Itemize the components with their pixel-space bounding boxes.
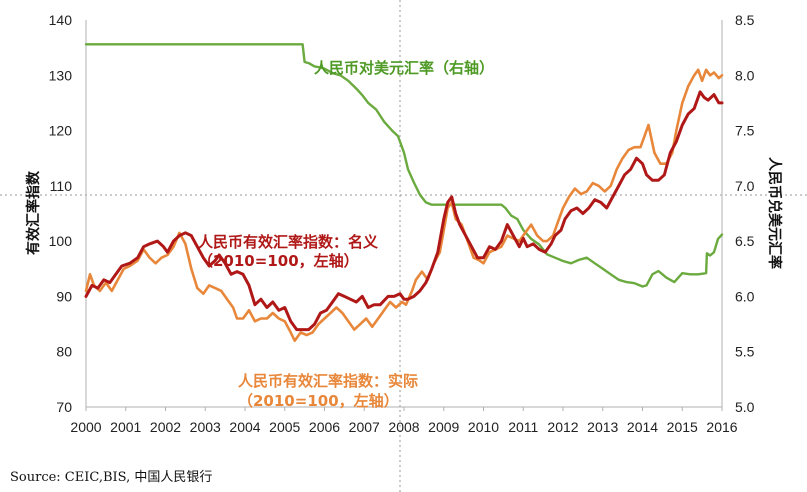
x-tick-label: 2006 <box>309 419 340 435</box>
x-tick-label: 2002 <box>150 419 181 435</box>
y-left-tick-label: 70 <box>56 399 72 415</box>
x-tick-label: 2015 <box>667 419 698 435</box>
y-left-tick-label: 120 <box>49 123 73 139</box>
x-tick-label: 2010 <box>468 419 499 435</box>
y-right-tick-label: 7.0 <box>735 178 755 194</box>
annotation-real-line1: 人民币有效汇率指数：实际 <box>238 372 418 390</box>
y-right-axis-title: 人民币兑美元汇率 <box>766 157 783 269</box>
y-left-axis-title: 有效汇率指数 <box>25 170 42 255</box>
y-left-tick-label: 110 <box>50 178 73 194</box>
annotation-nominal-line2: （2010=100，左轴） <box>198 252 359 270</box>
y-left-tick-label: 100 <box>49 233 73 249</box>
x-tick-label: 2016 <box>706 419 737 435</box>
x-tick-label: 2008 <box>388 419 419 435</box>
x-tick-label: 2014 <box>627 419 658 435</box>
y-left-tick-label: 80 <box>56 344 72 360</box>
series-lines <box>84 43 724 342</box>
y-right-tick-label: 5.5 <box>735 344 755 360</box>
y-left-tick-label: 90 <box>56 288 72 304</box>
series-line-nominal <box>84 90 724 332</box>
x-tick-label: 2001 <box>110 419 141 435</box>
x-tick-label: 2005 <box>269 419 300 435</box>
source-note: Source: CEIC,BIS, 中国人民银行 <box>10 470 213 485</box>
tick-labels: 70 80 90 100 110 120 130 140 5.0 5.5 6.0 6.5 7.0 7.5 8… <box>49 12 755 435</box>
annotation-cny-usd: 人民币对美元汇率（右轴） <box>314 59 494 77</box>
y-right-tick-label: 6.0 <box>735 288 755 304</box>
x-tick-label: 2013 <box>587 419 618 435</box>
series-line-cny_usd <box>84 43 724 288</box>
x-tick-label: 2011 <box>508 419 538 435</box>
x-tick-label: 2000 <box>70 419 101 435</box>
x-tick-label: 2007 <box>349 419 380 435</box>
x-tick-label: 2009 <box>428 419 459 435</box>
annotation-real-line2: （2010=100，左轴） <box>238 392 399 410</box>
series-line-real <box>84 68 724 342</box>
y-right-tick-label: 6.5 <box>735 233 755 249</box>
y-left-tick-label: 140 <box>49 12 73 28</box>
y-left-tick-label: 130 <box>49 67 73 83</box>
x-tick-label: 2012 <box>547 419 578 435</box>
x-tick-label: 2004 <box>229 419 260 435</box>
x-tick-label: 2003 <box>190 419 221 435</box>
y-right-tick-label: 8.0 <box>735 67 755 83</box>
annotation-nominal-line1: 人民币有效汇率指数：名义 <box>198 233 378 251</box>
y-right-tick-label: 7.5 <box>735 123 755 139</box>
y-right-tick-label: 5.0 <box>735 399 755 415</box>
y-right-tick-label: 8.5 <box>735 12 755 28</box>
